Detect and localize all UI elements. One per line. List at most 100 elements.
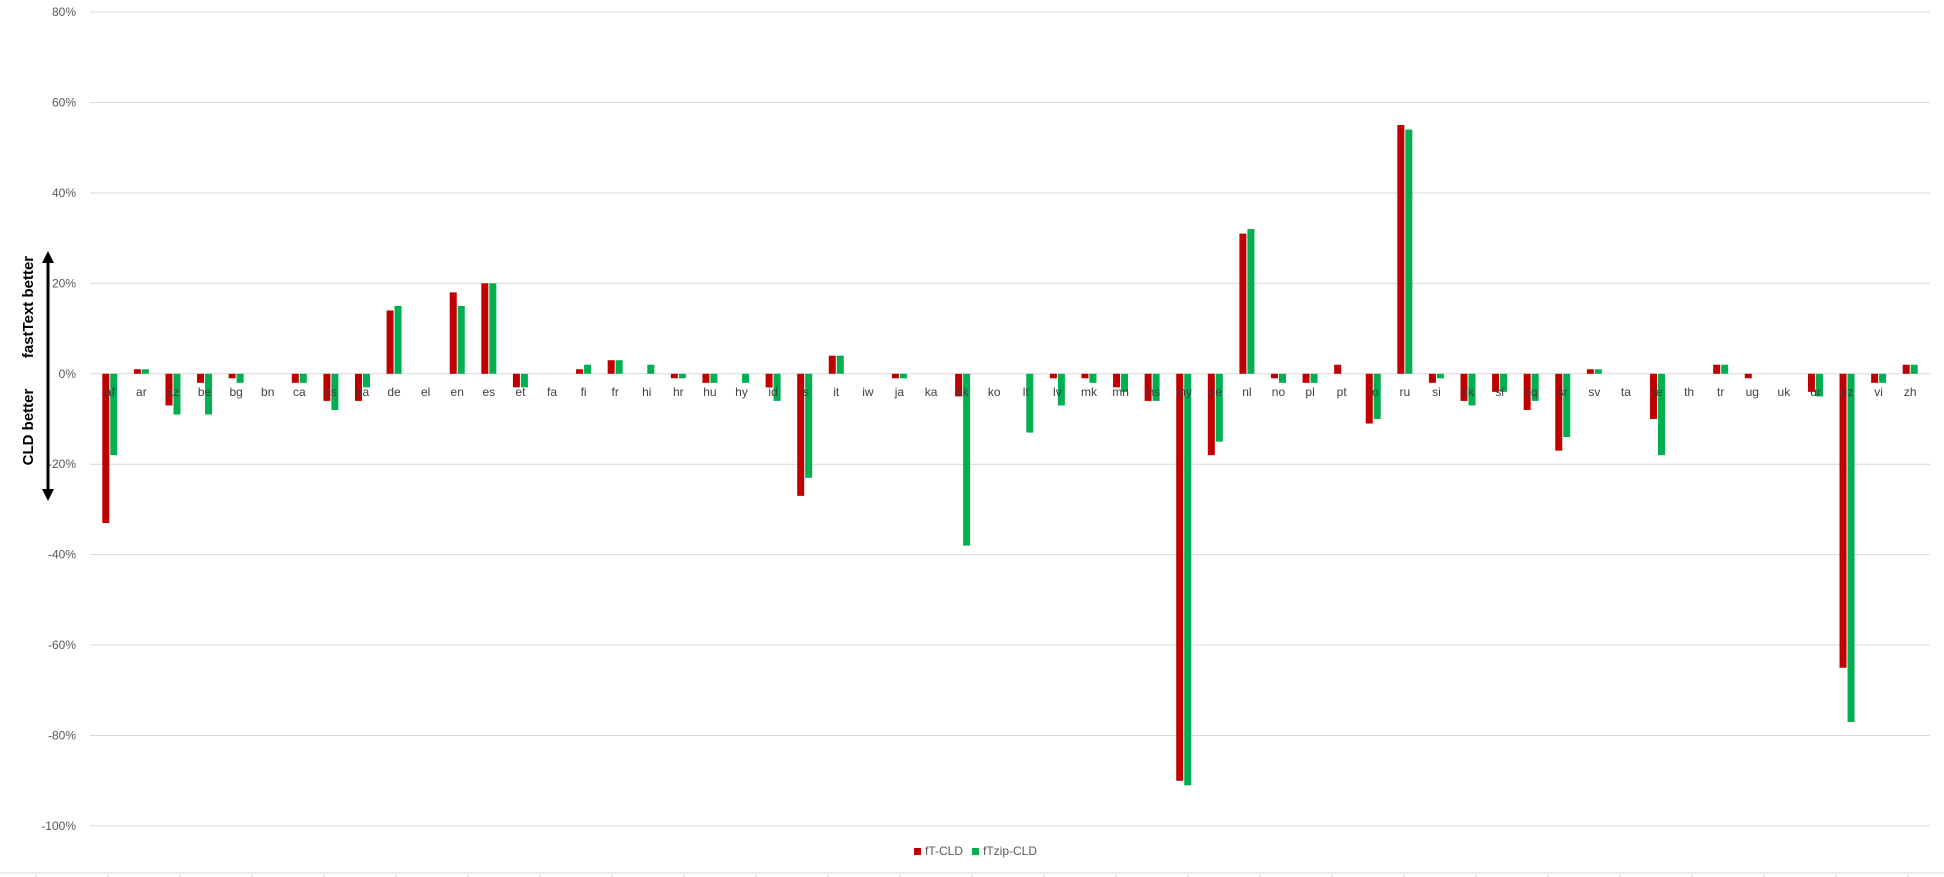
bar-ftzip-cld-nl [1247, 229, 1255, 374]
bars [102, 125, 1918, 786]
bar-ft-cld-sk [1460, 373, 1468, 401]
bar-ftzip-cld-te [1658, 373, 1666, 456]
bar-ft-cld-my [1176, 373, 1184, 781]
x-tick-label: si [1432, 385, 1441, 399]
bar-ft-cld-lv [1049, 373, 1057, 379]
bar-ftzip-cld-de [394, 305, 402, 374]
bar-ftzip-cld-hi [647, 364, 655, 374]
bar-ftzip-cld-sr [1563, 373, 1571, 438]
x-tick-label: ta [1621, 385, 1631, 399]
x-tick-label: hr [673, 385, 684, 399]
bar-ft-cld-ca [291, 373, 299, 383]
bar-ft-cld-is [797, 373, 805, 496]
bar-ftzip-cld-kk [963, 373, 971, 546]
bar-ft-cld-be [197, 373, 205, 383]
x-tick-label: no [1272, 385, 1286, 399]
x-tick-label: et [515, 385, 526, 399]
x-tick-label: ne [1209, 385, 1223, 399]
bar-ftzip-cld-mn [1121, 373, 1129, 392]
bar-ftzip-cld-sk [1468, 373, 1476, 406]
bar-ft-cld-vi [1871, 373, 1879, 383]
x-tick-label: sr [1558, 385, 1568, 399]
bar-ftzip-cld-ro [1373, 373, 1381, 419]
y-tick-label: -40% [48, 548, 76, 562]
bar-ft-cld-hr [670, 373, 678, 379]
bar-ft-cld-cs [323, 373, 331, 401]
x-tick-label: az [167, 385, 180, 399]
bar-ftzip-cld-da [362, 373, 370, 388]
legend-swatch-ftzip-cld [972, 848, 979, 855]
bar-ftzip-cld-sv [1594, 369, 1602, 374]
x-tick-label: pt [1337, 385, 1348, 399]
bar-ft-cld-nl [1239, 233, 1247, 374]
x-tick-label: bg [229, 385, 242, 399]
x-tick-label: cs [325, 385, 337, 399]
bar-ft-cld-hu [702, 373, 710, 383]
bar-ft-cld-sq [1523, 373, 1531, 410]
bar-ft-cld-ru [1397, 125, 1405, 374]
bar-ft-cld-id [765, 373, 773, 388]
bar-ft-cld-en [449, 292, 457, 374]
bar-ft-cld-tr [1713, 364, 1721, 374]
bar-ft-cld-zh [1902, 364, 1910, 374]
bar-ft-cld-mn [1113, 373, 1121, 388]
y-tick-label: -20% [48, 457, 76, 471]
bar-ftzip-cld-zh [1910, 364, 1918, 374]
x-tick-label: kk [957, 385, 970, 399]
bar-ft-cld-et [512, 373, 520, 388]
bar-ft-cld-pt [1334, 364, 1342, 374]
x-tick-label: es [482, 385, 495, 399]
bar-ft-cld-sv [1586, 369, 1594, 374]
x-tick-label: mn [1112, 385, 1129, 399]
x-axis-line [0, 872, 1944, 877]
bar-ft-cld-fi [576, 369, 584, 374]
x-tick-label: af [105, 385, 116, 399]
y-tick-label: -80% [48, 729, 76, 743]
x-tick-label: pl [1305, 385, 1314, 399]
y-tick-label: 0% [59, 367, 77, 381]
y-tick-label: 80% [52, 5, 76, 19]
bar-ftzip-cld-ne [1215, 373, 1223, 442]
bar-ft-cld-ne [1207, 373, 1215, 456]
bar-ft-cld-pl [1302, 373, 1310, 383]
x-tick-label: uz [1841, 385, 1854, 399]
y-tick-label: -100% [41, 819, 76, 833]
x-tick-label: de [387, 385, 401, 399]
x-tick-label: ca [293, 385, 306, 399]
x-tick-label: hi [642, 385, 651, 399]
bar-ftzip-cld-vi [1879, 373, 1887, 383]
arrow-head-down [42, 489, 54, 501]
x-tick-label: lt [1023, 385, 1030, 399]
x-tick-label: ro [1368, 385, 1379, 399]
x-tick-label: sv [1588, 385, 1600, 399]
bar-ftzip-cld-cs [331, 373, 339, 410]
bar-ft-cld-af [102, 373, 110, 524]
bar-ftzip-cld-hy [742, 373, 750, 383]
x-tick-label: ur [1810, 385, 1821, 399]
y-tick-label: 60% [52, 95, 76, 109]
x-tick-label: en [451, 385, 464, 399]
bar-ftzip-cld-fr [615, 360, 623, 374]
x-tick-label: te [1653, 385, 1663, 399]
bar-ftzip-cld-pl [1310, 373, 1318, 383]
x-tick-label: fi [581, 385, 587, 399]
legend: fT-CLD fTzip-CLD [914, 844, 1037, 858]
bar-ftzip-cld-af [110, 373, 118, 456]
x-tick-label: my [1176, 385, 1192, 399]
bar-ftzip-cld-ar [141, 369, 149, 374]
x-tick-label: ug [1746, 385, 1759, 399]
bar-ftzip-cld-ms [1152, 373, 1160, 401]
bar-ftzip-cld-sl [1500, 373, 1508, 392]
x-tick-label: tr [1717, 385, 1724, 399]
x-tick-label: fa [547, 385, 557, 399]
bar-ftzip-cld-ja [899, 373, 907, 379]
y-tick-label: -60% [48, 638, 76, 652]
x-tick-label: ja [894, 385, 905, 399]
x-tick-label: is [800, 385, 809, 399]
bar-ft-cld-bg [228, 373, 236, 379]
bar-ftzip-cld-ur [1815, 373, 1823, 397]
bar-ft-cld-fr [607, 360, 615, 374]
bar-ft-cld-ja [891, 373, 899, 379]
bar-ftzip-cld-en [457, 305, 465, 374]
bar-ft-cld-az [165, 373, 173, 406]
